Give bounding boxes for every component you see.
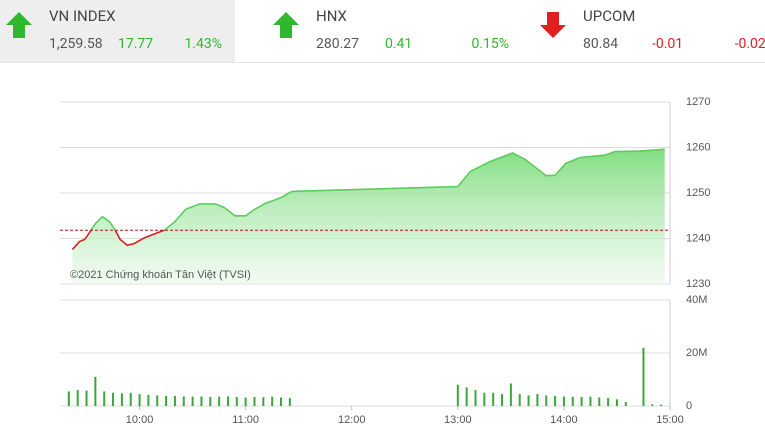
arrow-shape	[273, 12, 299, 38]
index-value: 280.27	[316, 36, 360, 52]
arrow-shape	[540, 12, 566, 38]
x-tick-label: 15:00	[656, 414, 684, 426]
volume-bar	[147, 394, 150, 406]
volume-bar	[518, 394, 521, 406]
volume-bar	[94, 376, 97, 406]
volume-bar	[615, 399, 618, 406]
volume-bar	[483, 392, 486, 406]
volume-bar	[492, 392, 495, 406]
index-box: UPCOM 80.84 -0.01 -0.02%	[534, 0, 765, 62]
volume-bar	[545, 395, 548, 406]
index-percent: 0.15%	[471, 36, 509, 52]
volume-bar	[112, 392, 115, 406]
annotation: ©2021 Chứng khoán Tân Việt (TVSI)	[70, 269, 251, 281]
direction-arrow	[540, 12, 566, 38]
index-value: 1,259.58	[49, 36, 103, 52]
volume-bar	[200, 396, 203, 406]
volume-bar	[456, 384, 459, 406]
volume-bar	[288, 398, 291, 406]
index-box: VN INDEX 1,259.58 17.77 1.43%	[0, 0, 235, 62]
volume-bar	[262, 397, 265, 406]
index-percent: -0.02%	[734, 36, 765, 52]
volume-bar	[624, 402, 627, 406]
volume-bar	[244, 397, 247, 406]
volume-bar	[85, 390, 88, 406]
chart: 1230 1240 1250 1260 1270 ©2021 Chứng khoán Tâ…	[60, 96, 710, 426]
y-tick-label: 0	[686, 400, 692, 412]
y-tick-label: 1240	[686, 232, 710, 244]
volume-bar	[280, 397, 283, 406]
volume-bar	[501, 394, 504, 406]
volume-bar	[589, 396, 592, 406]
volume-bar	[103, 391, 106, 406]
volume-bar	[173, 395, 176, 406]
y-tick-label: 1270	[686, 96, 710, 108]
price-line	[71, 148, 665, 250]
volume-bar	[474, 390, 477, 406]
volume-bar	[607, 398, 610, 406]
x-tick-label: 11:00	[232, 414, 259, 426]
volume-bar	[209, 396, 212, 406]
volume-bar	[138, 394, 141, 406]
volume-bar	[253, 396, 256, 406]
volume-bar	[509, 383, 512, 406]
volume-bar	[76, 390, 79, 406]
volume-bar	[271, 396, 274, 406]
index-change: 17.77	[118, 36, 154, 52]
direction-arrow	[273, 12, 299, 38]
volume-bar	[598, 397, 601, 406]
x-tick-label: 14:00	[550, 414, 578, 426]
volume-bar	[660, 404, 663, 406]
index-header: VN INDEX 1,259.58 17.77 1.43% HNX 280.27 0.41 0…	[0, 0, 765, 63]
x-tick-label: 12:00	[338, 414, 366, 426]
volume-bar	[580, 396, 583, 406]
price-area	[72, 149, 665, 284]
index-name: VN INDEX	[49, 7, 116, 25]
volume-bar	[67, 391, 70, 406]
x-tick-label: 10:00	[126, 414, 154, 426]
volume-bar	[226, 396, 229, 406]
index-box: HNX 280.27 0.41 0.15%	[267, 0, 522, 62]
y-tick-label: 1230	[686, 278, 710, 290]
volume-bar	[191, 396, 194, 406]
y-tick-label: 1250	[686, 187, 710, 199]
volume-bar	[129, 392, 132, 406]
volume-bar	[218, 396, 221, 406]
y-tick-label: 20M	[686, 347, 707, 359]
direction-arrow	[6, 12, 32, 38]
index-change: 0.41	[385, 36, 413, 52]
volume-bar	[642, 347, 645, 406]
y-tick-label: 40M	[686, 294, 707, 306]
index-change: -0.01	[652, 36, 684, 52]
volume-bar	[562, 396, 565, 406]
index-value: 80.84	[583, 36, 619, 52]
y-tick-label: 1260	[686, 141, 710, 153]
index-name: HNX	[316, 7, 347, 25]
arrow-shape	[6, 12, 32, 38]
volume-bar	[465, 387, 468, 406]
volume-bar	[182, 396, 185, 406]
volume-bar	[527, 395, 530, 406]
volume-bar	[165, 395, 168, 406]
volume-bar	[156, 395, 159, 406]
volume-bar	[571, 396, 574, 406]
volume-bar	[536, 394, 539, 406]
index-percent: 1.43%	[184, 36, 222, 52]
volume-bar	[554, 395, 557, 406]
index-name: UPCOM	[583, 7, 636, 25]
volume-bar	[120, 393, 123, 406]
x-tick-label: 13:00	[444, 414, 472, 426]
volume-bar	[235, 396, 238, 406]
volume-bar	[651, 404, 654, 406]
